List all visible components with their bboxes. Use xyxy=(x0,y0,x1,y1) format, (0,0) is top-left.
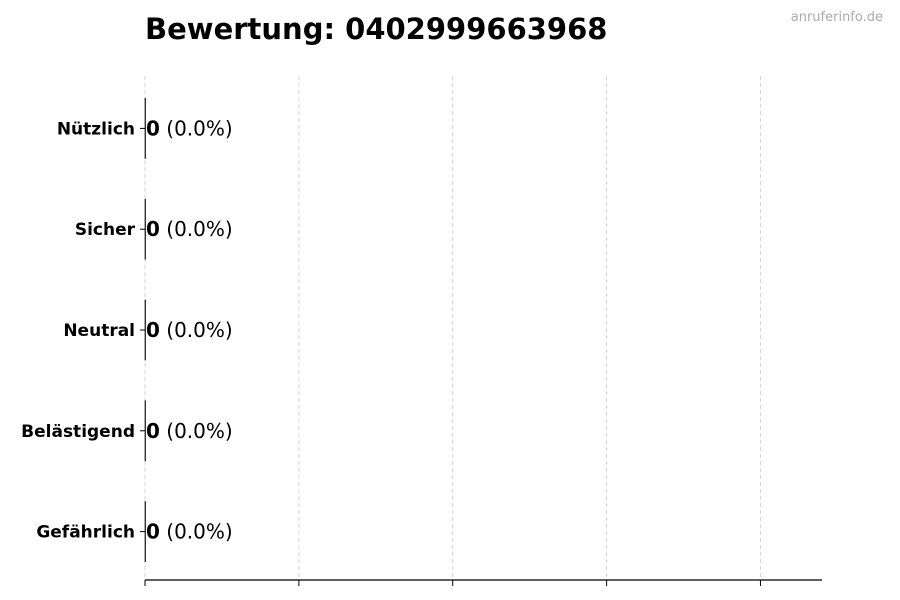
data-label: 0 (0.0%) xyxy=(146,520,233,544)
watermark: anruferinfo.de xyxy=(790,10,883,25)
data-label-percent: (0.0%) xyxy=(160,318,233,342)
data-label-percent: (0.0%) xyxy=(160,419,233,443)
data-label-percent: (0.0%) xyxy=(160,217,233,241)
y-tick-label: Neutral xyxy=(63,321,135,341)
y-tick-label: Belästigend xyxy=(21,422,135,442)
chart-title: Bewertung: 0402999663968 xyxy=(145,12,608,46)
data-label-percent: (0.0%) xyxy=(160,116,233,140)
y-tick-label: Gefährlich xyxy=(36,523,135,543)
data-label: 0 (0.0%) xyxy=(146,318,233,342)
data-label-percent: (0.0%) xyxy=(160,520,233,544)
data-label: 0 (0.0%) xyxy=(146,116,233,140)
data-label-count: 0 xyxy=(146,116,160,140)
data-label-count: 0 xyxy=(146,318,160,342)
data-label-count: 0 xyxy=(146,520,160,544)
data-label-count: 0 xyxy=(146,217,160,241)
y-tick-label: Nützlich xyxy=(57,119,135,139)
data-label-count: 0 xyxy=(146,419,160,443)
data-label: 0 (0.0%) xyxy=(146,419,233,443)
y-tick-label: Sicher xyxy=(75,220,136,240)
data-label: 0 (0.0%) xyxy=(146,217,233,241)
